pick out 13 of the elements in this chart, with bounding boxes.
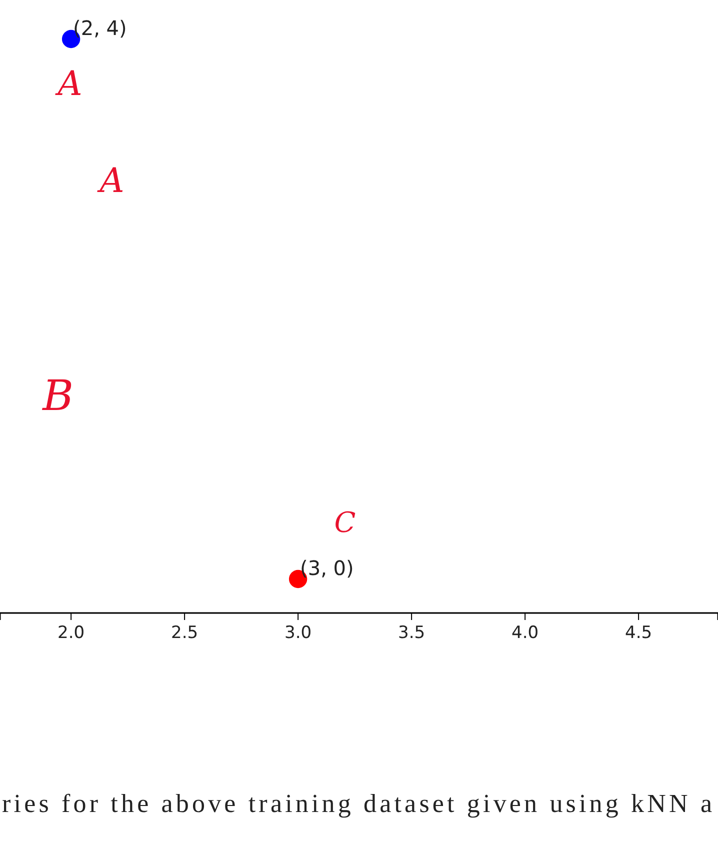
x-tick-label: 4.5: [625, 623, 652, 644]
annotation: A: [96, 161, 124, 201]
annotation: B: [42, 371, 74, 420]
text: ries for the above training dataset given using kNN a: [2, 789, 712, 818]
x-tick-label: 3.5: [398, 623, 426, 644]
x-tick-label: 3.0: [284, 623, 312, 644]
annotation: C: [334, 506, 356, 539]
data-label: (2, 4): [73, 16, 127, 40]
x-tick-label: 4.0: [512, 623, 539, 644]
annotation: A: [54, 64, 82, 104]
data-label: (3, 0): [300, 556, 354, 580]
x-tick-label: 2.0: [58, 623, 85, 644]
x-tick-label: 2.5: [171, 623, 198, 644]
